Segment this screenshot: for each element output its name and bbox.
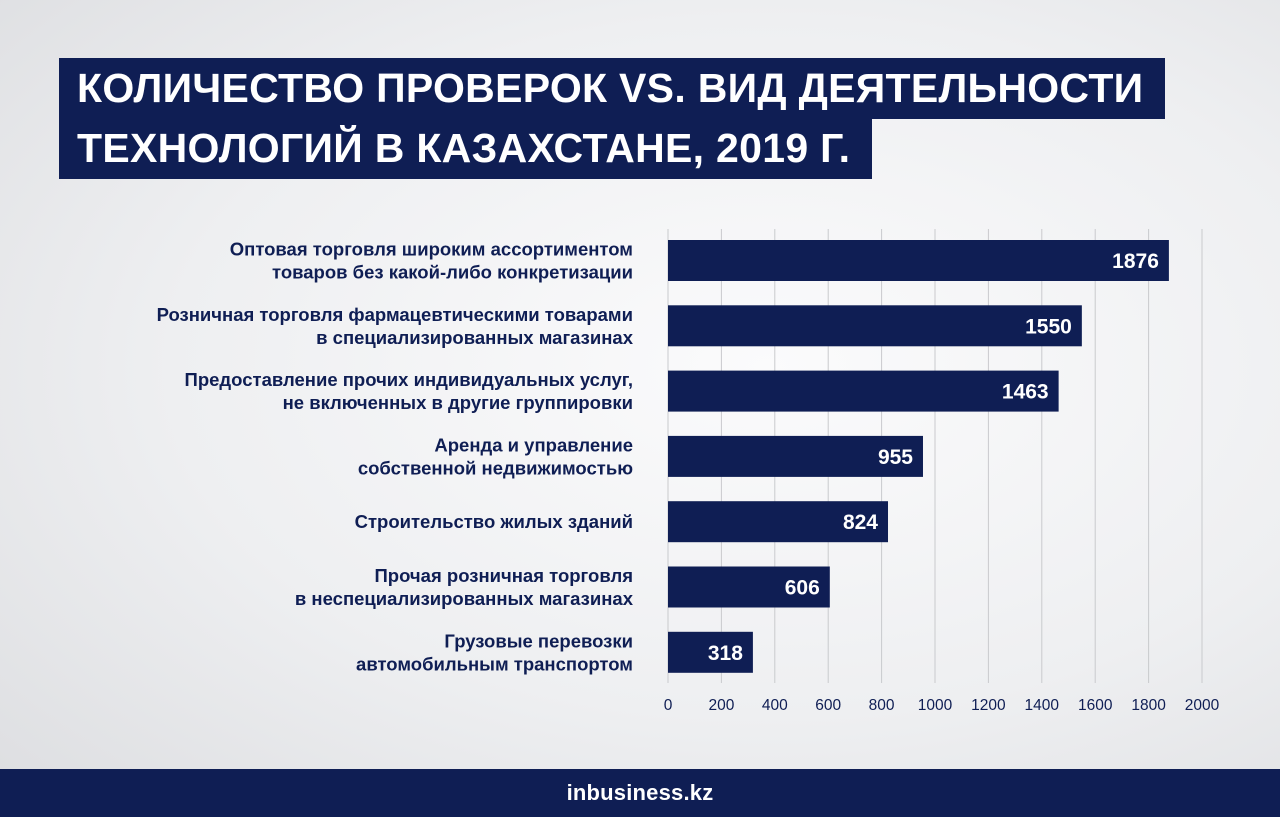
data-label: 955 [878, 446, 913, 469]
x-tick-label: 1800 [1131, 697, 1166, 714]
x-tick-label: 1600 [1078, 697, 1113, 714]
category-label: товаров без какой-либо конкретизации [272, 262, 633, 283]
brand-logo: inbusiness.kz [566, 780, 714, 805]
category-label: Грузовые перевозки [444, 630, 633, 651]
category-label: в неспециализированных магазинах [295, 588, 634, 609]
chart-title-line-1: КОЛИЧЕСТВО ПРОВЕРОК VS. ВИД ДЕЯТЕЛЬНОСТИ [59, 58, 1165, 119]
bar [668, 435, 923, 477]
category-label: Строительство жилых зданий [355, 511, 633, 532]
x-tick-label: 1000 [918, 697, 953, 714]
category-label: Предоставление прочих индивидуальных усл… [185, 369, 633, 390]
x-tick-label: 400 [762, 697, 788, 714]
x-tick-label: 2000 [1185, 697, 1220, 714]
x-tick-label: 1200 [971, 697, 1006, 714]
category-label: Розничная торговля фармацевтическими тов… [157, 304, 633, 325]
data-label: 824 [843, 511, 878, 534]
bar [668, 631, 753, 673]
data-label: 1550 [1025, 315, 1072, 338]
bar [668, 501, 889, 543]
data-label: 1876 [1112, 250, 1159, 273]
data-label: 1463 [1002, 381, 1049, 404]
category-label: в специализированных магазинах [316, 327, 634, 348]
bar-chart: 1876 Оптовая торговля широким ассортимент… [157, 229, 1220, 714]
data-label: 318 [708, 642, 743, 665]
x-tick-label: 600 [815, 697, 841, 714]
footer-bar: inbusiness.kz [0, 769, 1280, 817]
x-tick-label: 1400 [1025, 697, 1060, 714]
x-tick-label: 0 [664, 697, 673, 714]
bar [668, 566, 830, 608]
bar [668, 240, 1169, 281]
category-label: автомобильным транспортом [356, 653, 633, 674]
x-tick-label: 800 [869, 697, 895, 714]
bar [668, 305, 1082, 347]
bar [668, 370, 1059, 412]
chart-title-line-2: ТЕХНОЛОГИЙ В КАЗАХСТАНЕ, 2019 Г. [59, 118, 872, 179]
category-label: Прочая розничная торговля [375, 565, 634, 586]
category-label: Аренда и управление [434, 434, 633, 455]
category-label: собственной недвижимостью [358, 457, 633, 478]
x-tick-label: 200 [708, 697, 734, 714]
category-label: не включенных в другие группировки [283, 392, 633, 413]
category-label: Оптовая торговля широким ассортиментом [230, 239, 633, 260]
data-label: 606 [785, 577, 820, 600]
